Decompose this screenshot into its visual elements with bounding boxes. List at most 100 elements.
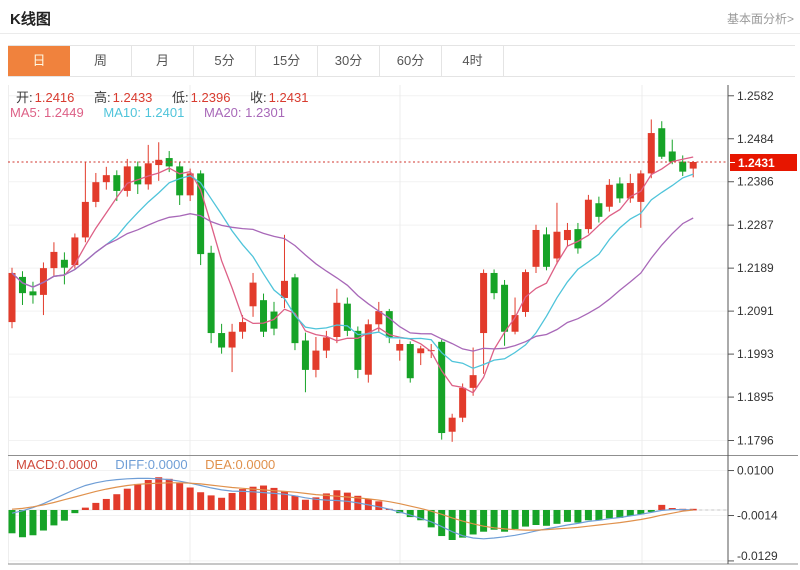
axis-layer: 1.2582 1.2484 1.2386 1.2287 1.2189 1.2091 1.19… bbox=[8, 85, 798, 565]
candle-body bbox=[522, 272, 530, 312]
ma20-value: 1.2301 bbox=[245, 105, 285, 120]
macd-bar bbox=[501, 510, 509, 532]
kline-chart[interactable]: 1.2582 1.2484 1.2386 1.2287 1.2189 1.2091 1.19… bbox=[8, 80, 798, 565]
candle-body bbox=[92, 182, 100, 202]
candle-body bbox=[260, 300, 268, 332]
candle-body bbox=[668, 151, 676, 162]
macd-bar bbox=[102, 498, 110, 510]
ma5-value: 1.2449 bbox=[43, 105, 84, 120]
tab-30min[interactable]: 30分 bbox=[318, 46, 380, 76]
close-value: 1.2431 bbox=[268, 90, 309, 105]
ma-info-row: MA5: 1.2449 MA10: 1.2401 MA20: 1.2301 bbox=[10, 105, 301, 120]
macd-bar bbox=[542, 510, 550, 526]
macd-bar bbox=[260, 485, 268, 510]
tab-month[interactable]: 月 bbox=[132, 46, 194, 76]
candle-body bbox=[144, 163, 152, 185]
candle-body bbox=[270, 311, 278, 329]
candle-body bbox=[647, 133, 655, 174]
tab-15min[interactable]: 15分 bbox=[256, 46, 318, 76]
candle-body bbox=[186, 173, 194, 196]
open-value: 1.2416 bbox=[34, 90, 75, 105]
fundamental-analysis-link[interactable]: 基本面分析> bbox=[726, 12, 794, 26]
dea-line bbox=[11, 482, 694, 531]
macd-bar bbox=[134, 483, 142, 510]
candle-body bbox=[197, 173, 205, 255]
macd-bar bbox=[186, 487, 194, 510]
macd-bar bbox=[71, 510, 79, 514]
diff-line bbox=[11, 477, 694, 540]
y-axis-label: 1.2287 bbox=[737, 218, 774, 232]
candle-body bbox=[626, 183, 634, 199]
macd-bar bbox=[616, 510, 624, 518]
macd-bar bbox=[60, 510, 68, 521]
high-label: 高: bbox=[94, 90, 111, 105]
macd-bar bbox=[207, 495, 215, 510]
macd-bar bbox=[522, 510, 530, 527]
candle-body bbox=[417, 348, 425, 354]
tab-5min[interactable]: 5分 bbox=[194, 46, 256, 76]
candle-body bbox=[375, 311, 383, 325]
macd-bar bbox=[322, 493, 330, 510]
macd-bar bbox=[563, 510, 571, 522]
candle-body bbox=[71, 237, 79, 266]
candle-body bbox=[553, 231, 561, 259]
macd-bar bbox=[144, 480, 152, 510]
macd-info-row: MACD:0.0000 DIFF:0.0000 DEA:0.0000 bbox=[16, 457, 289, 472]
open-label: 开: bbox=[16, 90, 33, 105]
macd-bar bbox=[438, 510, 446, 537]
macd-bar bbox=[480, 510, 488, 532]
candle-body bbox=[239, 322, 247, 332]
candle-body bbox=[364, 324, 372, 375]
macd-bar bbox=[490, 510, 498, 530]
candle-body bbox=[354, 330, 362, 370]
tab-week[interactable]: 周 bbox=[70, 46, 132, 76]
ohlc-info-row: 开: 1.2416 高: 1.2433 低: 1.2396 收: 1.2431 bbox=[16, 87, 324, 106]
candle-body bbox=[584, 199, 592, 230]
macd-bar bbox=[176, 482, 184, 510]
candle-body bbox=[532, 229, 540, 267]
macd-bar bbox=[448, 510, 456, 540]
candle-body bbox=[123, 166, 131, 191]
macd-bar bbox=[417, 510, 425, 521]
macd-bar bbox=[375, 501, 383, 510]
macd-bar bbox=[301, 499, 309, 510]
macd-layer bbox=[8, 477, 728, 540]
candle-body bbox=[511, 315, 519, 332]
y-axis-label: 1.1796 bbox=[737, 433, 774, 447]
y-axis-label: 1.2189 bbox=[737, 261, 774, 275]
candle-body bbox=[490, 272, 498, 294]
tab-day[interactable]: 日 bbox=[8, 46, 70, 76]
candle-body bbox=[574, 229, 582, 249]
candle-body bbox=[29, 291, 37, 296]
macd-bar bbox=[29, 510, 37, 536]
high-value: 1.2433 bbox=[112, 90, 153, 105]
candle-body bbox=[228, 331, 236, 348]
macd-bar bbox=[228, 493, 236, 510]
candle-body bbox=[605, 184, 613, 207]
macd-bar bbox=[218, 497, 226, 510]
candle-body bbox=[385, 311, 393, 338]
macd-bar bbox=[8, 510, 16, 534]
current-price-value: 1.2431 bbox=[738, 156, 775, 170]
macd-bar bbox=[553, 510, 561, 524]
macd-axis-label: -0.0014 bbox=[737, 509, 778, 523]
current-price-tag: 1.2431 bbox=[730, 154, 797, 171]
candle-body bbox=[563, 229, 571, 241]
candle-body bbox=[60, 259, 68, 268]
candle-body bbox=[459, 387, 467, 418]
macd-label: MACD: bbox=[16, 457, 58, 472]
candle-body bbox=[134, 166, 142, 185]
candle-body bbox=[176, 166, 184, 196]
diff-value: 0.0000 bbox=[147, 457, 188, 472]
candle-body bbox=[102, 175, 110, 183]
macd-bar bbox=[469, 510, 477, 535]
y-axis-label: 1.2484 bbox=[737, 132, 774, 146]
period-tabbar: 日 周 月 5分 15分 30分 60分 4时 bbox=[8, 45, 795, 77]
candle-body bbox=[616, 183, 624, 199]
candle-body bbox=[679, 161, 687, 172]
tab-4hour[interactable]: 4时 bbox=[442, 46, 504, 76]
macd-axis-label: -0.0129 bbox=[737, 549, 778, 563]
candle-body bbox=[501, 284, 509, 332]
tab-60min[interactable]: 60分 bbox=[380, 46, 442, 76]
candle-body bbox=[291, 277, 299, 344]
